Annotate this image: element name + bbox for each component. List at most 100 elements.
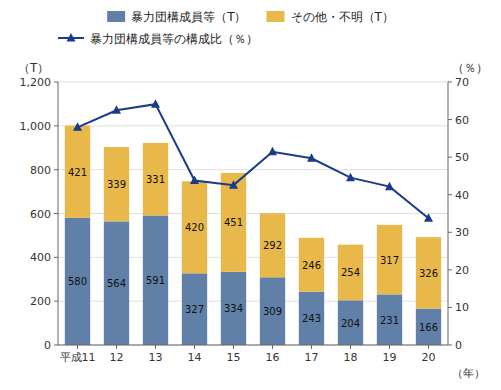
- tick: [448, 269, 452, 270]
- tick-label: 50: [455, 151, 469, 164]
- data-labels: 5805645913273343092432042311664213393314…: [68, 167, 438, 333]
- tick: [54, 169, 58, 170]
- bar: [182, 273, 207, 345]
- tick: [448, 157, 452, 158]
- tick-label: 20: [422, 351, 436, 364]
- data-label: 166: [419, 322, 438, 333]
- line-marker: [151, 99, 160, 108]
- tick: [448, 119, 452, 120]
- axis-label: （％）: [452, 61, 488, 75]
- data-label: 564: [107, 278, 126, 289]
- data-label: 420: [185, 222, 204, 233]
- tick: [77, 345, 78, 349]
- tick: [428, 345, 429, 349]
- bar: [338, 245, 363, 301]
- tick-label: 70: [455, 76, 469, 89]
- tick: [155, 345, 156, 349]
- tick-label: 400: [30, 251, 51, 264]
- bar: [416, 309, 441, 345]
- tick-label: 0: [44, 339, 51, 352]
- line-marker: [73, 122, 82, 131]
- tick: [448, 194, 452, 195]
- tick-label: 16: [266, 351, 280, 364]
- legend-swatch: [267, 11, 285, 22]
- legend-label: その他・不明（T）: [291, 10, 394, 24]
- legend-swatch: [107, 11, 125, 22]
- tick: [350, 345, 351, 349]
- bar: [260, 277, 285, 345]
- legend: 暴力団構成員等（T） その他・不明（T） 暴力団構成員等の構成比（％）: [58, 10, 394, 46]
- bar: [221, 173, 246, 272]
- line-marker: [190, 176, 199, 185]
- tick: [54, 345, 58, 346]
- line-marker: [112, 105, 121, 114]
- legend-row: 暴力団構成員等の構成比（％）: [58, 32, 258, 46]
- bar: [416, 237, 441, 308]
- bar: [104, 147, 129, 221]
- tick: [389, 345, 390, 349]
- line-marker: [229, 180, 238, 189]
- tick-label: 12: [110, 351, 124, 364]
- tick: [54, 213, 58, 214]
- tick: [448, 82, 452, 83]
- data-label: 254: [341, 267, 360, 278]
- tick-label: 200: [30, 295, 51, 308]
- tick-label: 10: [455, 301, 469, 314]
- tick: [116, 345, 117, 349]
- tick-label: 40: [455, 189, 469, 202]
- tick: [311, 345, 312, 349]
- data-label: 421: [68, 167, 87, 178]
- data-label: 339: [107, 179, 126, 190]
- tick-label: 平成11: [60, 351, 96, 364]
- chart: 02004006008001,0001,20001020304050607058…: [0, 0, 501, 390]
- bar: [260, 213, 285, 277]
- tick-label: 1,200: [20, 76, 52, 89]
- legend-label: 暴力団構成員等（T）: [131, 10, 246, 24]
- tick-label: 20: [455, 264, 469, 277]
- tick: [233, 345, 234, 349]
- tick-label: 1,000: [20, 120, 52, 133]
- line-marker: [424, 213, 433, 222]
- bar: [104, 221, 129, 345]
- data-label: 326: [419, 268, 438, 279]
- tick-label: 0: [455, 339, 462, 352]
- data-label: 309: [263, 306, 282, 317]
- tick: [448, 307, 452, 308]
- grid-line: [58, 82, 448, 83]
- y-axis: [58, 82, 59, 345]
- data-label: 334: [224, 303, 243, 314]
- line-marker: [307, 153, 316, 162]
- tick-label: 60: [455, 114, 469, 127]
- data-label: 231: [380, 315, 399, 326]
- legend-label: 暴力団構成員等の構成比（％）: [90, 32, 258, 46]
- tick: [54, 125, 58, 126]
- plot-area: [65, 99, 441, 345]
- tick-label: 19: [383, 351, 397, 364]
- data-label: 317: [380, 255, 399, 266]
- bar: [143, 215, 168, 345]
- tick: [54, 257, 58, 258]
- y2-axis: [448, 82, 449, 345]
- tick-label: 15: [227, 351, 241, 364]
- tick-label: 30: [455, 226, 469, 239]
- tick-label: 17: [305, 351, 319, 364]
- tick-label: 600: [30, 208, 51, 221]
- tick: [194, 345, 195, 349]
- grid-line: [58, 125, 448, 126]
- data-label: 292: [263, 240, 282, 251]
- line-marker: [385, 182, 394, 191]
- bar: [65, 218, 90, 345]
- axis-label: （T）: [18, 61, 49, 75]
- data-label: 591: [146, 275, 165, 286]
- tick: [54, 301, 58, 302]
- line: [78, 104, 429, 218]
- tick: [448, 232, 452, 233]
- line-marker: [268, 147, 277, 156]
- tick-label: 18: [344, 351, 358, 364]
- bar: [182, 181, 207, 273]
- legend-row: 暴力団構成員等（T） その他・不明（T）: [107, 10, 394, 24]
- bar: [377, 294, 402, 345]
- tick: [272, 345, 273, 349]
- tick-label: 13: [149, 351, 163, 364]
- legend-marker: [67, 33, 76, 42]
